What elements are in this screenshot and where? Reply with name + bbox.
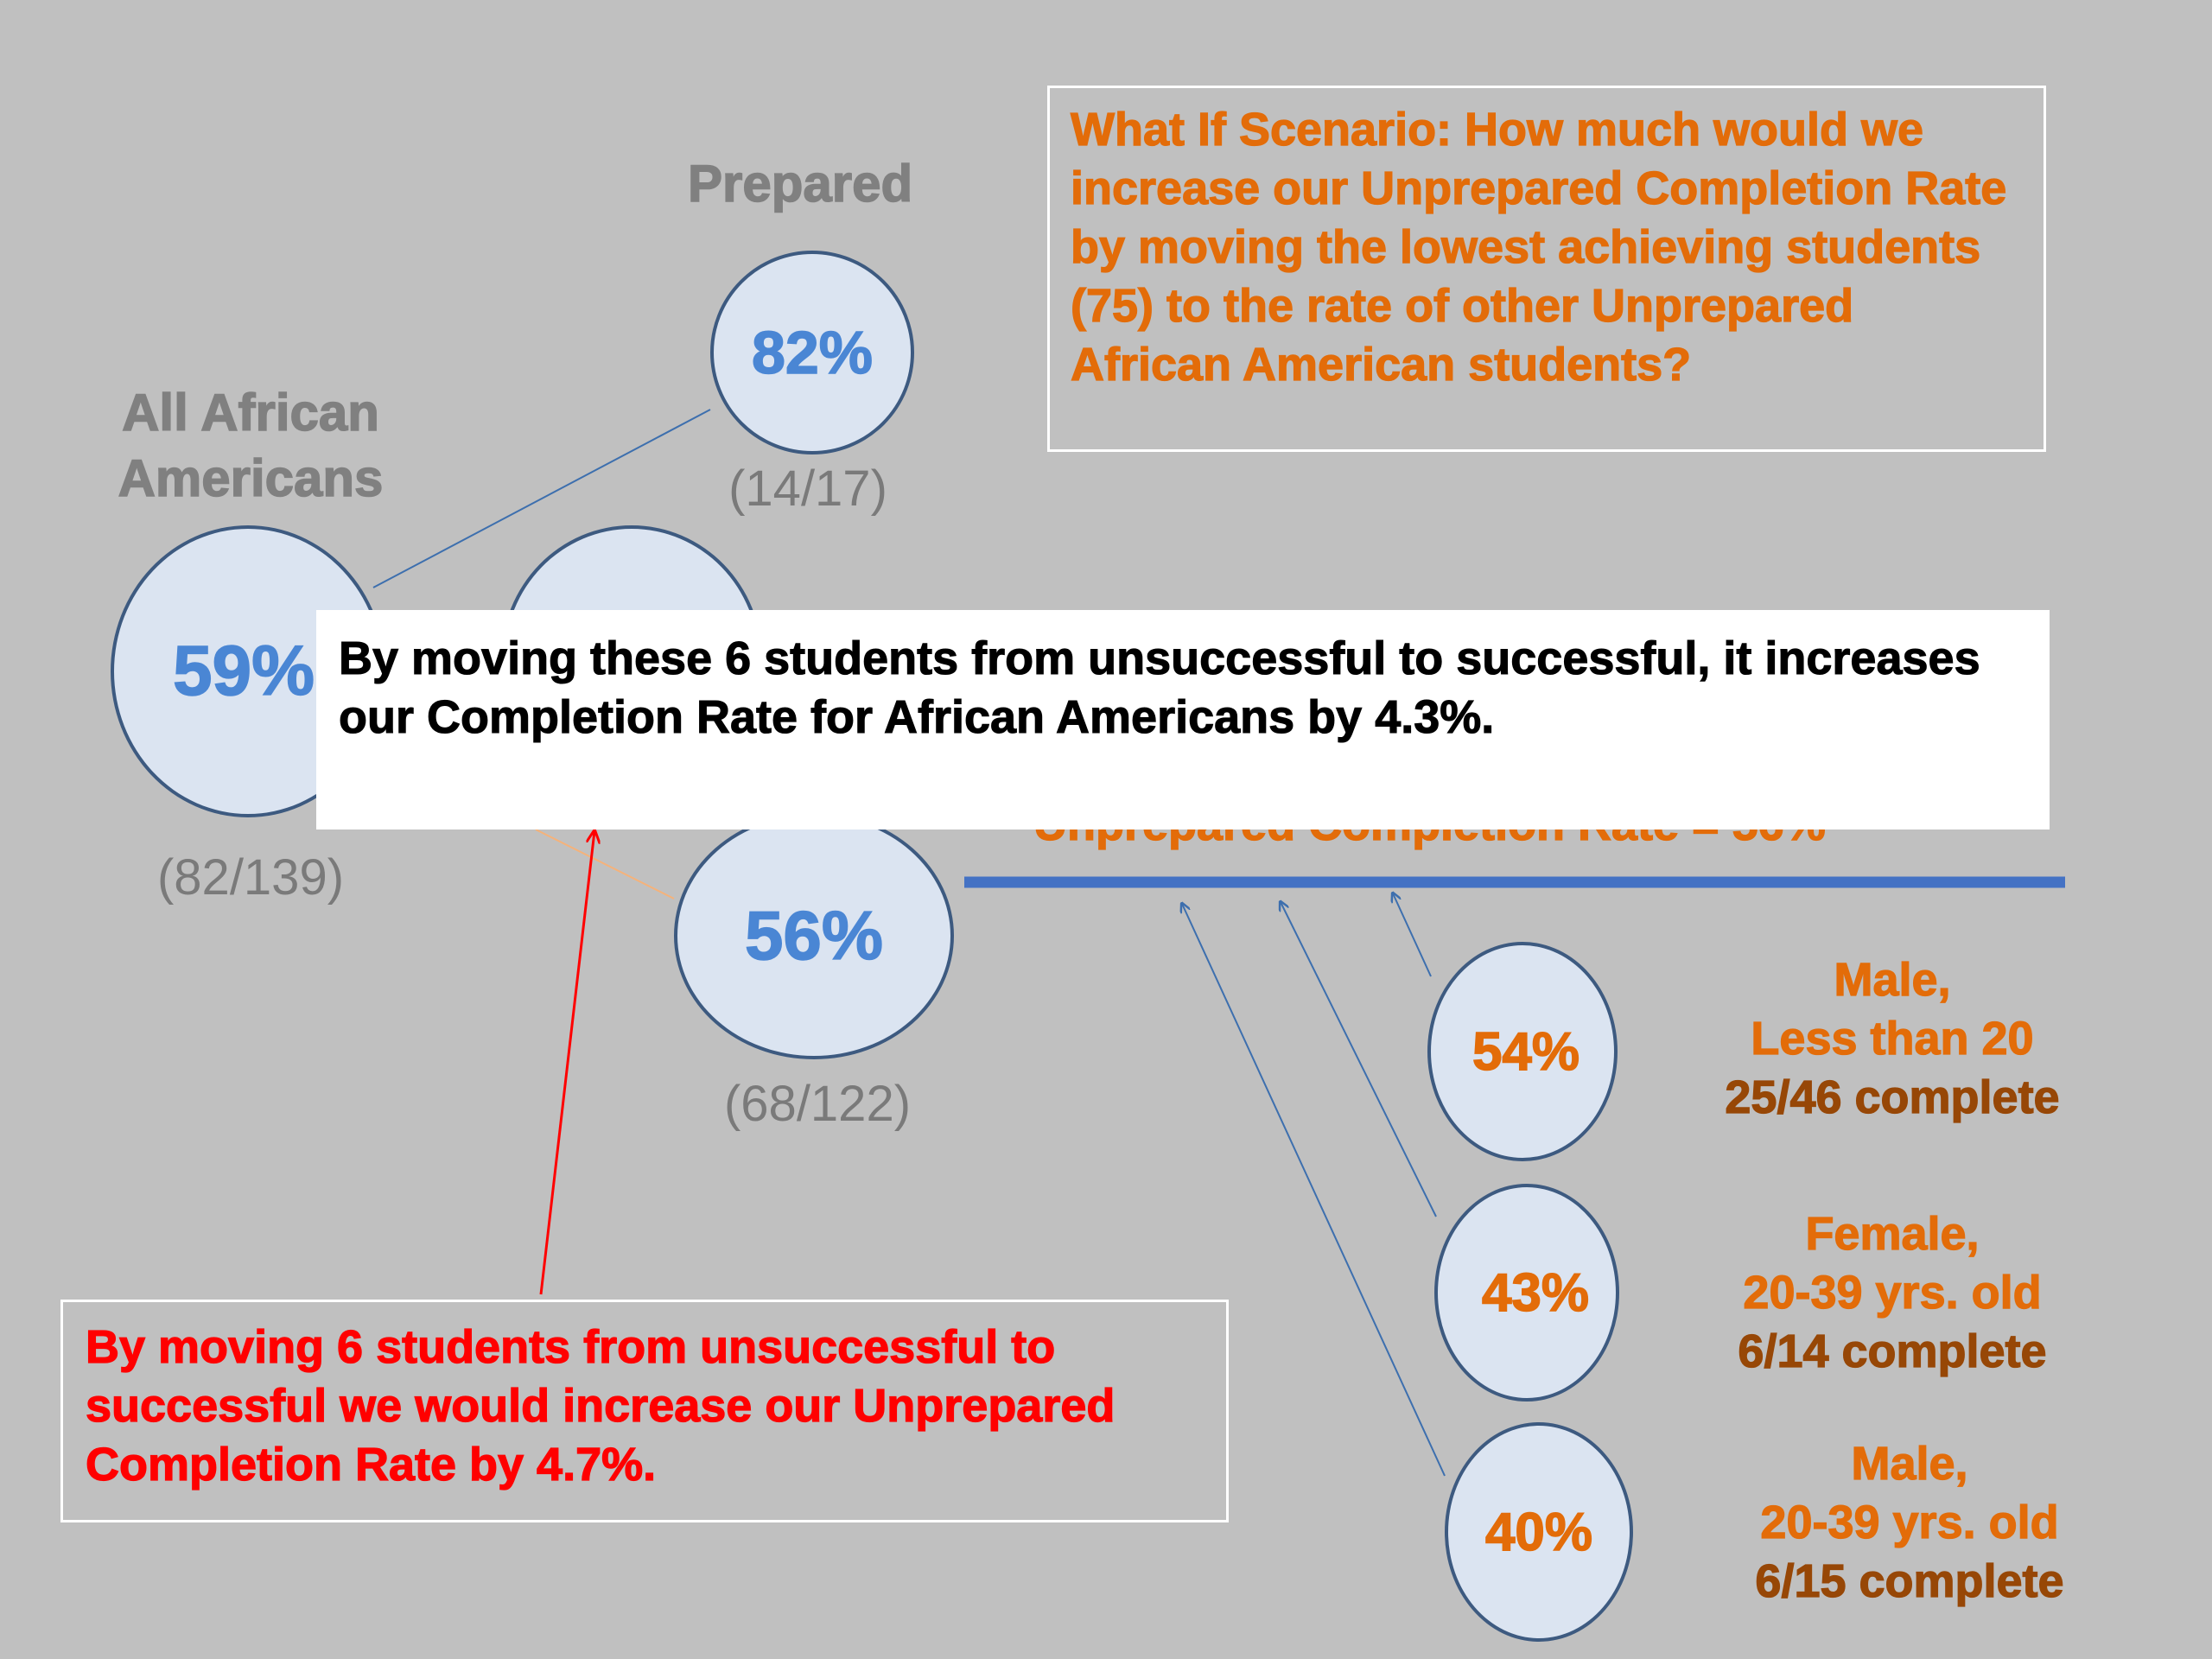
subgroup-desc-3: Male, 20-39 yrs. old 6/15 complete — [1659, 1434, 2160, 1611]
arrow-40-to-line — [1182, 904, 1446, 1477]
arrow-red-callout — [539, 831, 594, 1295]
what-if-scenario-box: What If Scenario: How much would we incr… — [1047, 86, 2046, 452]
subgroup-percent-3: 40% — [1484, 1502, 1593, 1563]
all-african-americans-heading: All African Americans — [118, 383, 384, 508]
arrow-43-to-line — [1281, 902, 1437, 1217]
unprepared-percent: 56% — [744, 896, 884, 975]
subgroup-desc-2-line3: 6/14 complete — [1738, 1325, 2047, 1377]
all-percent: 59% — [172, 631, 315, 711]
subgroup-percent-2: 43% — [1481, 1262, 1590, 1324]
subgroup-circle-male-20-39: 40% — [1445, 1422, 1633, 1642]
connector-all-to-prepared — [372, 409, 711, 588]
all-count: (82/139) — [156, 849, 345, 906]
subgroup-desc-1-line2: Less than 20 — [1751, 1012, 2034, 1065]
subgroup-desc-1: Male, Less than 20 25/46 complete — [1642, 950, 2143, 1127]
prepared-circle: 82% — [710, 251, 914, 454]
arrow-54-to-line — [1393, 893, 1432, 977]
prepared-percent: 82% — [751, 318, 874, 387]
subgroup-desc-3-line3: 6/15 complete — [1755, 1554, 2064, 1607]
prepared-heading: Prepared — [687, 154, 913, 213]
connector-all-to-unprepared — [535, 829, 675, 899]
unprepared-count: (68/122) — [723, 1076, 912, 1132]
prepared-count: (14/17) — [728, 461, 887, 517]
subgroup-desc-1-line3: 25/46 complete — [1725, 1071, 2061, 1123]
unprepared-rate-callout: By moving 6 students from unsuccessful t… — [60, 1300, 1229, 1522]
subgroup-circle-female-20-39: 43% — [1434, 1184, 1619, 1402]
subgroup-desc-1-line1: Male, — [1834, 953, 1951, 1006]
subgroup-desc-2-line2: 20-39 yrs. old — [1743, 1266, 2042, 1319]
subgroup-circle-male-under-20: 54% — [1427, 942, 1618, 1161]
unprepared-circle: 56% — [674, 812, 954, 1059]
subgroup-desc-2: Female, 20-39 yrs. old 6/14 complete — [1642, 1205, 2143, 1381]
completion-rate-callout: By moving these 6 students from unsucces… — [316, 610, 2050, 830]
subgroup-desc-2-line1: Female, — [1805, 1207, 1980, 1260]
subgroup-percent-1: 54% — [1471, 1021, 1580, 1083]
subgroup-desc-3-line2: 20-39 yrs. old — [1760, 1496, 2059, 1548]
subgroup-desc-3-line1: Male, — [1851, 1437, 1968, 1490]
